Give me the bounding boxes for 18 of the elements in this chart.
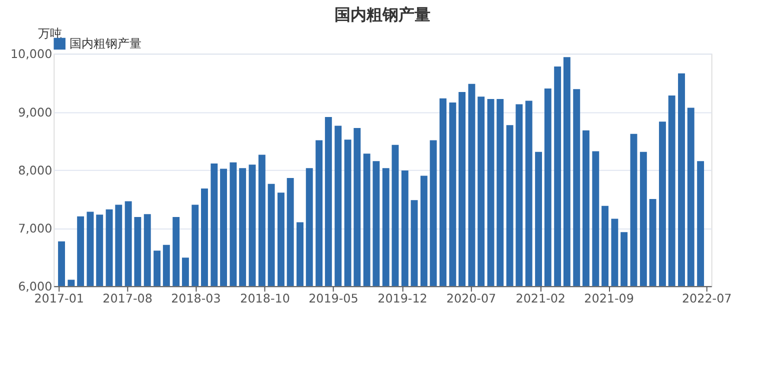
x-tick-label: 2019-05 [308,292,358,306]
legend-label: 国内粗钢产量 [70,36,142,51]
x-tick-label: 2022-07 [682,292,732,306]
y-tick-label: 6,000 [18,280,52,294]
y-tick-label: 7,000 [18,221,52,236]
y-tick-label: 9,000 [18,105,52,120]
x-tick-label: 2021-02 [516,292,566,306]
x-tick-label: 2019-12 [378,292,428,306]
x-tick-label: 2020-07 [446,292,496,306]
chart-title: 国内粗钢产量 [334,4,430,24]
x-tick-label: 2018-03 [171,292,221,306]
x-tick-label: 2017-01 [34,292,84,306]
y-axis-title: 万吨 [38,26,62,40]
y-tick-label: 8,000 [18,163,52,178]
y-tick-label: 10,000 [10,47,52,62]
x-tick-label: 2018-10 [240,292,290,306]
x-tick-label: 2017-08 [102,292,152,306]
x-tick-label: 2021-09 [584,292,634,306]
